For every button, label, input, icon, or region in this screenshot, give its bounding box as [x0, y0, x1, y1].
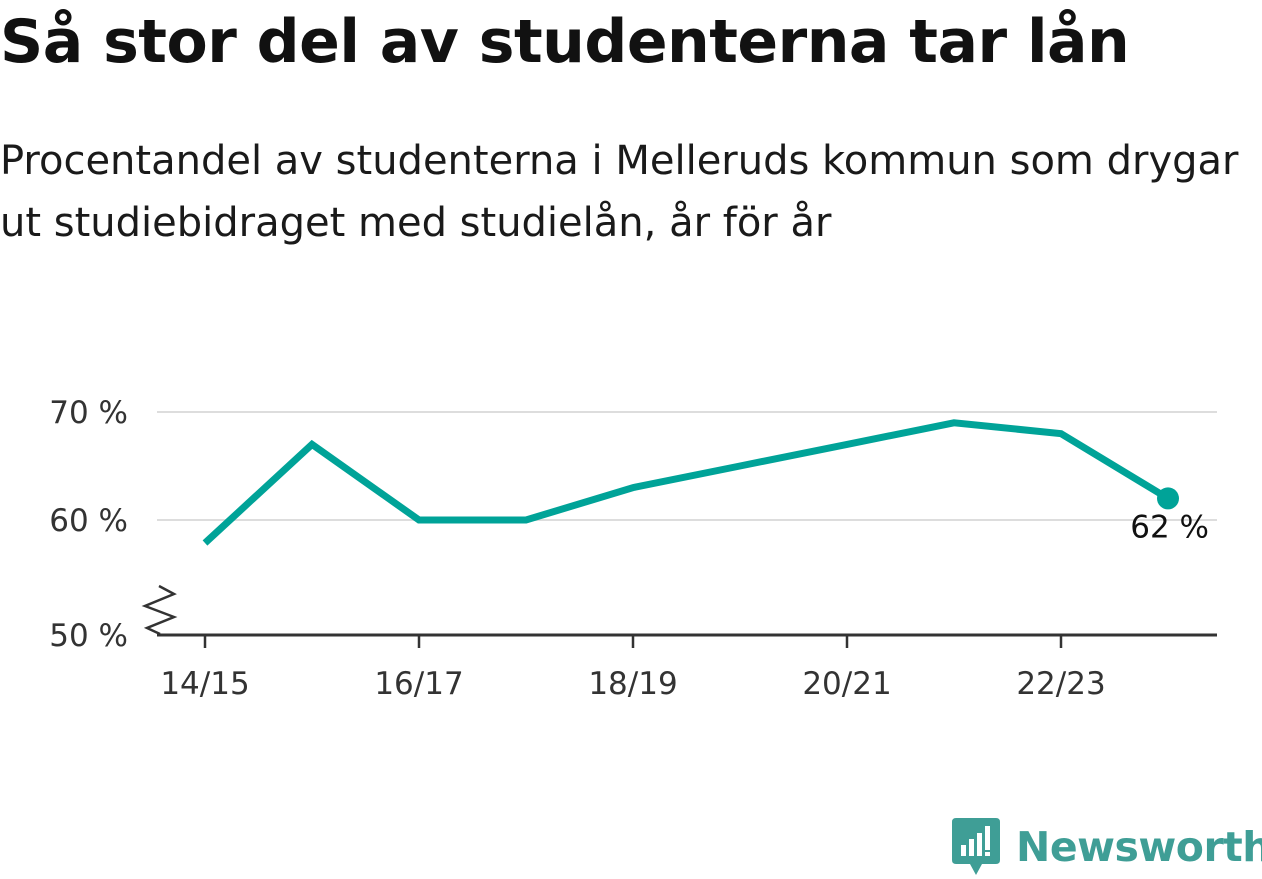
newsworthy-logo: Newsworthy: [952, 818, 1262, 876]
end-point: [1157, 487, 1179, 510]
y-tick-label: 50 %: [49, 618, 128, 654]
x-axis: [141, 584, 1217, 648]
end-value-label: 62 %: [1130, 509, 1209, 545]
y-axis-labels: 50 % 60 % 70 %: [49, 395, 128, 654]
y-tick-label: 60 %: [49, 503, 128, 539]
bar-chart-speech-bubble-icon: [952, 818, 1000, 875]
x-axis-labels: 14/15 16/17 18/19 20/21 22/23: [160, 666, 1105, 702]
x-tick-label: 22/23: [1016, 666, 1105, 702]
chart-title: Så stor del av studenterna tar lån: [0, 7, 1130, 77]
series-line: [202, 419, 1170, 546]
x-tick-label: 20/21: [802, 666, 891, 702]
x-tick-label: 16/17: [374, 666, 463, 702]
x-tick-label: 14/15: [160, 666, 249, 702]
gridlines: [157, 411, 1217, 521]
x-tick-label: 18/19: [588, 666, 677, 702]
series-group: 62 %: [202, 419, 1209, 546]
axis-break-icon: [141, 584, 178, 636]
chart-subtitle: Procentandel av studenterna i Melleruds …: [0, 138, 1239, 246]
y-tick-label: 70 %: [49, 395, 128, 431]
brand-name: Newsworthy: [1016, 823, 1262, 871]
